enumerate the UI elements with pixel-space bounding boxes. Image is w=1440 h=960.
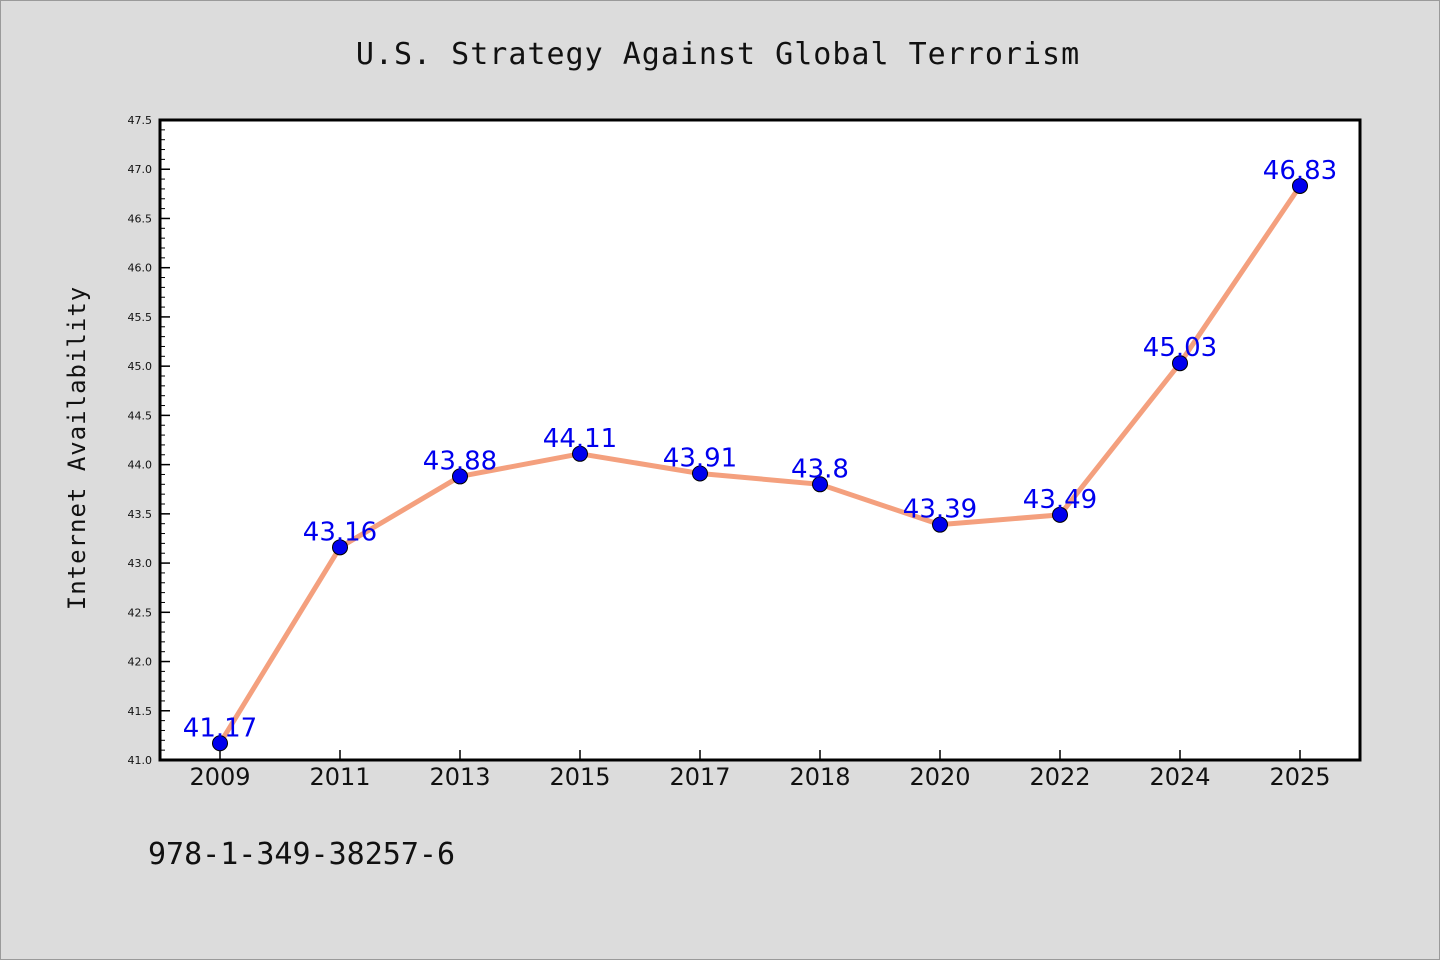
y-tick-label: 45.5 (128, 311, 153, 324)
y-tick-label: 47.0 (128, 163, 153, 176)
x-tick-label: 2015 (549, 763, 610, 791)
data-label: 41.17 (183, 713, 257, 743)
data-point-marker (1052, 506, 1068, 523)
data-labels: 41.17 43.16 43.88 44.11 43.91 43.8 43.39 43.49 4… (183, 156, 1337, 743)
data-label: 43.39 (903, 495, 977, 525)
x-axis: 2009 2011 2013 2015 2017 2018 2020 2022 2024 2025 (189, 750, 1331, 791)
y-tick-label: 41.0 (128, 754, 153, 767)
data-label: 43.91 (663, 443, 737, 473)
y-axis: 41.0 41.5 42.0 42.5 43.0 43.5 44.0 44.5 45.0 45.5… (128, 114, 170, 767)
y-axis-label: Internet Availability (63, 286, 91, 610)
data-point-marker (452, 468, 468, 485)
data-point-marker (932, 516, 948, 533)
y-tick-label: 41.5 (128, 705, 153, 718)
x-tick-label: 2022 (1029, 763, 1090, 791)
y-tick-label: 44.0 (128, 459, 153, 472)
footnote-isbn: 978-1-349-38257-6 (148, 837, 455, 872)
y-tick-label: 42.5 (128, 606, 153, 619)
data-label: 45.03 (1143, 333, 1217, 363)
y-tick-label: 46.5 (128, 212, 153, 225)
x-tick-label: 2024 (1149, 763, 1210, 791)
chart-title: U.S. Strategy Against Global Terrorism (356, 37, 1080, 72)
data-point-marker (212, 735, 228, 752)
data-label: 44.11 (543, 424, 617, 454)
x-tick-label: 2013 (429, 763, 490, 791)
data-point-marker (692, 465, 708, 482)
x-tick-label: 2017 (669, 763, 730, 791)
data-label: 43.49 (1023, 485, 1097, 515)
series-line (217, 183, 1303, 746)
y-tick-label: 46.0 (128, 262, 153, 275)
data-point-marker (1292, 177, 1308, 194)
x-tick-label: 2025 (1269, 763, 1330, 791)
y-tick-label: 43.5 (128, 508, 153, 521)
y-tick-label: 45.0 (128, 360, 153, 373)
data-label: 43.16 (303, 517, 377, 547)
y-tick-label: 42.0 (128, 656, 153, 669)
data-point-marker (1172, 355, 1188, 372)
data-markers (212, 177, 1308, 752)
x-tick-label: 2018 (789, 763, 850, 791)
series-line-group (217, 183, 1303, 746)
x-tick-label: 2020 (909, 763, 970, 791)
data-point-marker (572, 445, 588, 462)
data-point-marker (812, 476, 828, 493)
data-label: 46.83 (1263, 156, 1337, 186)
x-tick-label: 2011 (309, 763, 370, 791)
data-label: 43.88 (423, 446, 497, 476)
y-tick-label: 43.0 (128, 557, 153, 570)
plot-area (158, 118, 1362, 762)
data-label: 43.8 (791, 454, 849, 484)
y-tick-label: 44.5 (128, 409, 153, 422)
y-tick-label: 47.5 (128, 114, 153, 127)
x-tick-label: 2009 (189, 763, 250, 791)
data-point-marker (332, 539, 348, 556)
